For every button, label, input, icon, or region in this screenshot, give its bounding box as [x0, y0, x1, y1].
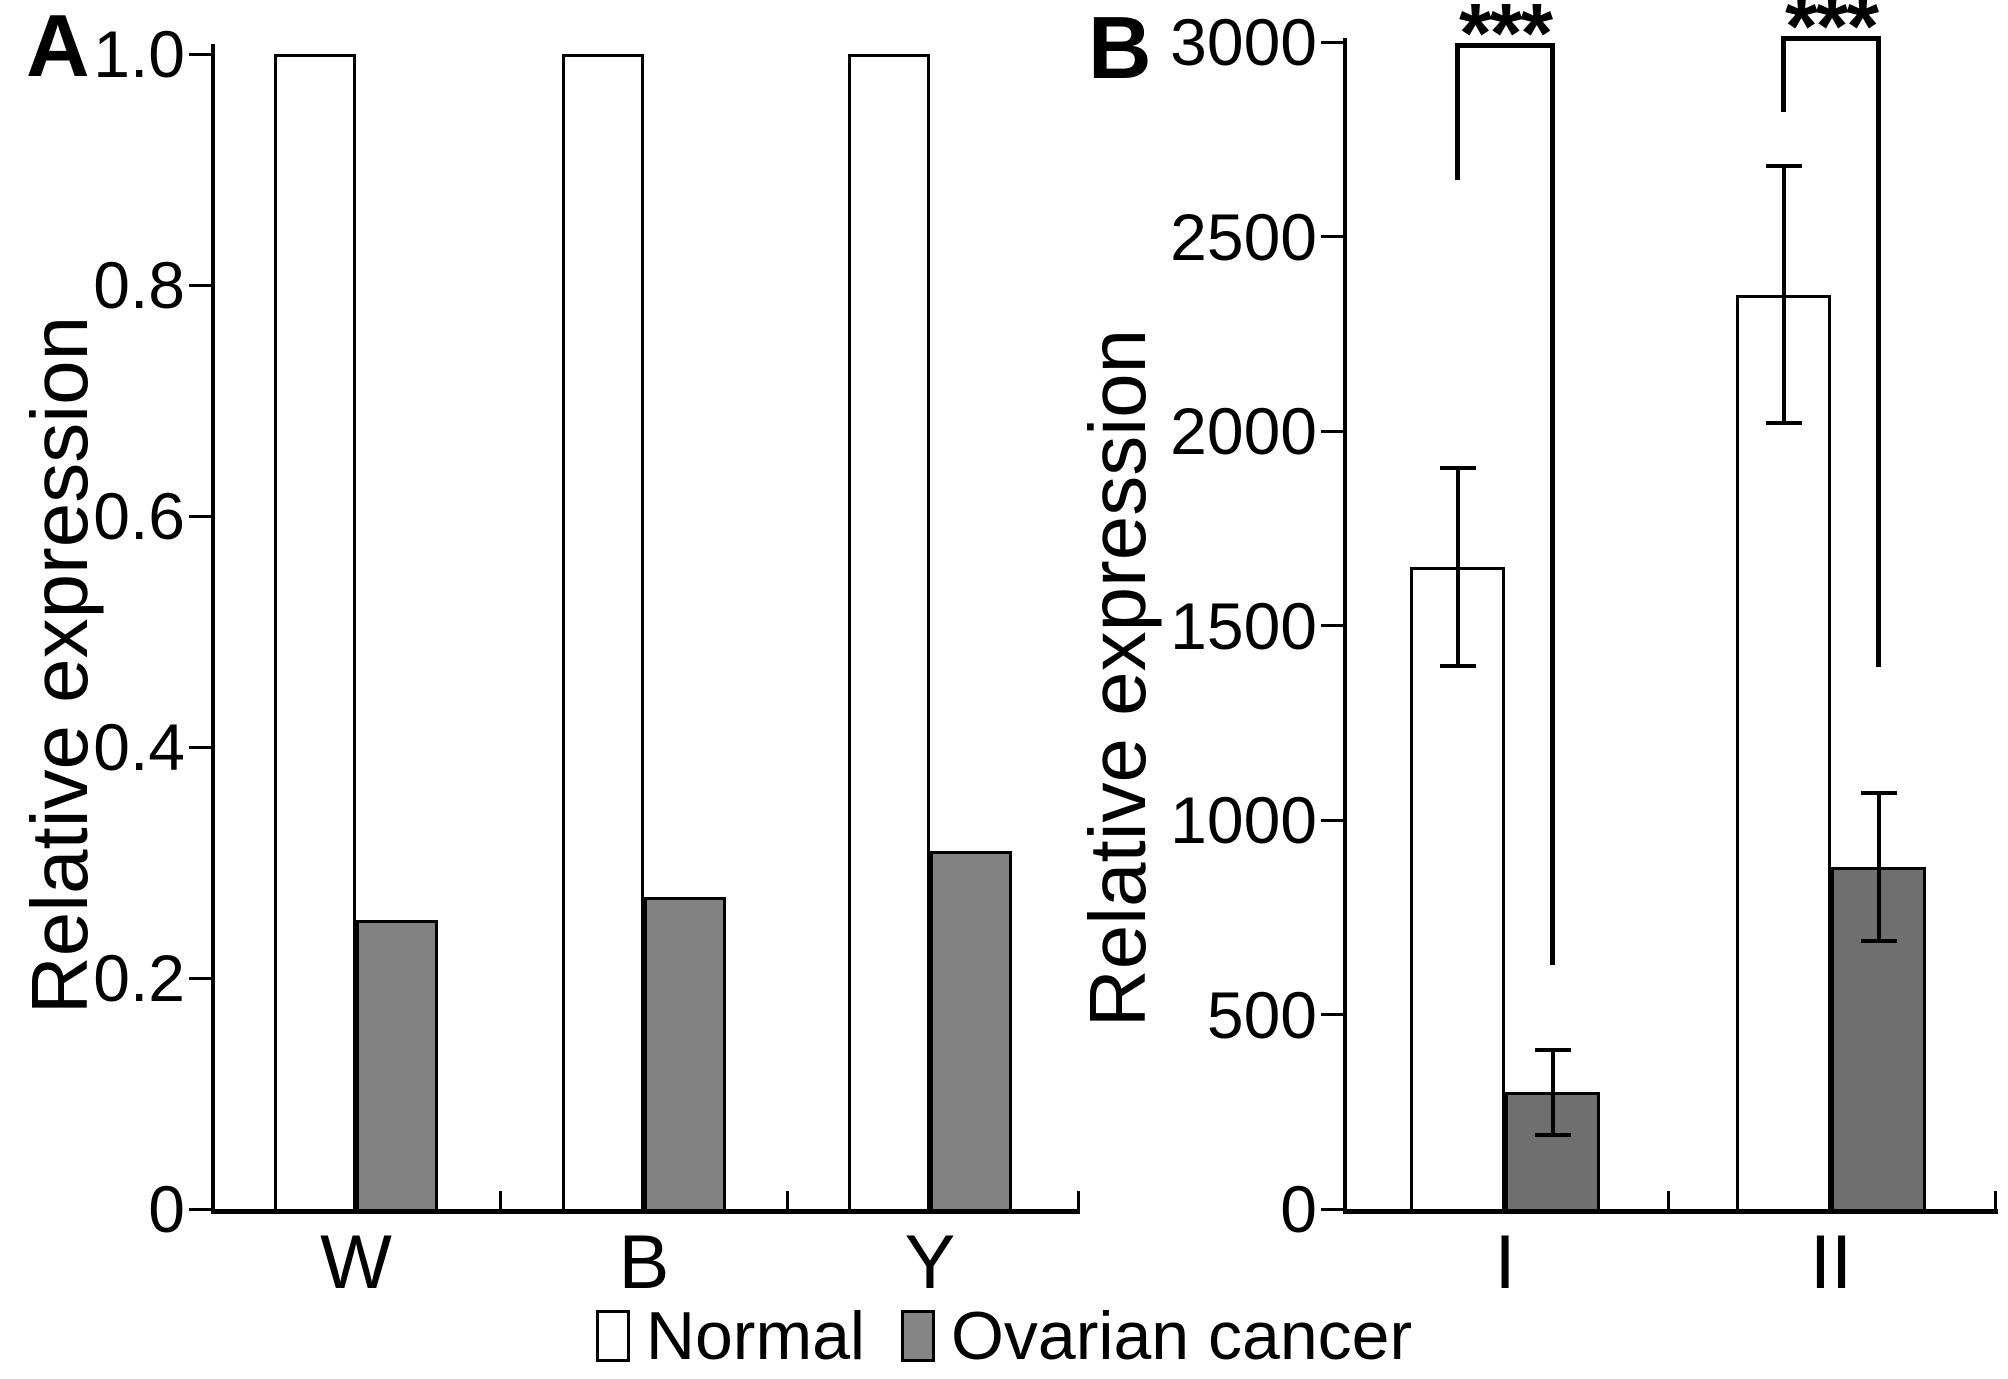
error-bar-cap-top [1765, 164, 1802, 169]
y-tick-label: 500 [1206, 977, 1317, 1052]
bar-normal-W [274, 54, 356, 1212]
x-axis-tick [498, 1191, 502, 1209]
x-axis-tick [1993, 1191, 1997, 1209]
bar-normal-Y [848, 54, 930, 1212]
significance-stars: *** [1458, 0, 1553, 80]
y-tick [189, 283, 211, 287]
legend-swatch-normal [595, 1310, 630, 1362]
bar-normal-I [1410, 567, 1505, 1212]
y-tick [1321, 624, 1343, 627]
error-bar-cap-bottom [1765, 421, 1802, 426]
x-category-label: B [618, 1220, 670, 1305]
bar-cancer-B [644, 897, 726, 1212]
y-tick-label: 0.2 [93, 941, 185, 1015]
y-tick [189, 745, 211, 749]
error-bar-cap-top [1860, 790, 1897, 795]
error-bar-line [1876, 792, 1881, 941]
y-tick [189, 52, 211, 56]
y-tick-label: 0 [1280, 1172, 1317, 1246]
legend-label-ovarian-cancer: Ovarian cancer [951, 1298, 1413, 1374]
y-tick-label: 2500 [1170, 199, 1317, 274]
significance-bracket-right-leg [1876, 36, 1881, 667]
legend-item-normal: Normal [595, 1298, 866, 1374]
panel-a-y-axis-title: Relative expression [15, 315, 104, 1015]
y-tick [1321, 1013, 1343, 1016]
significance-bracket-left-leg [1455, 43, 1460, 180]
error-bar-cap-bottom [1534, 1133, 1571, 1138]
x-axis-tick [1666, 1191, 1670, 1209]
legend-label-normal: Normal [645, 1298, 866, 1374]
x-axis-tick [1076, 1191, 1080, 1209]
error-bar-line [1455, 467, 1460, 667]
y-tick [1321, 429, 1343, 433]
legend-swatch-ovarian-cancer [901, 1310, 936, 1362]
y-tick-label: 1.0 [93, 17, 185, 91]
y-tick-label: 0.4 [93, 710, 185, 784]
y-axis [211, 44, 215, 1214]
y-axis [1343, 38, 1347, 1214]
y-tick-label: 0 [148, 1172, 185, 1246]
error-bar-line [1550, 1049, 1555, 1136]
significance-bracket-left-leg [1781, 36, 1786, 112]
y-tick-label: 3000 [1170, 5, 1317, 79]
y-tick [1321, 818, 1343, 822]
x-category-label: I [1494, 1220, 1516, 1305]
y-tick-label: 0.8 [93, 248, 185, 322]
x-axis [1343, 1209, 1998, 1214]
x-category-label: II [1809, 1220, 1853, 1305]
panel-b-label: B [1088, 0, 1152, 97]
bar-normal-II [1736, 294, 1831, 1212]
error-bar-line [1781, 166, 1786, 424]
x-category-label: Y [904, 1220, 956, 1305]
bar-cancer-Y [930, 850, 1012, 1212]
bar-cancer-I [1505, 1092, 1600, 1212]
y-tick-label: 0.6 [93, 479, 185, 553]
error-bar-cap-bottom [1860, 938, 1897, 943]
y-tick [1321, 1207, 1343, 1211]
panel-a-label: A [26, 0, 90, 95]
y-tick [189, 976, 211, 980]
y-tick [189, 1207, 211, 1211]
x-category-label: W [320, 1220, 392, 1305]
error-bar-cap-top [1534, 1047, 1571, 1052]
y-tick-label: 1000 [1170, 783, 1317, 857]
bar-cancer-W [356, 920, 438, 1212]
significance-stars: *** [1784, 0, 1879, 73]
error-bar-cap-top [1439, 465, 1476, 470]
significance-bracket-top [1455, 43, 1555, 48]
y-tick [189, 514, 211, 518]
error-bar-cap-bottom [1439, 664, 1476, 669]
x-axis-tick [785, 1191, 789, 1209]
bar-normal-B [562, 54, 644, 1212]
y-tick [1321, 40, 1343, 44]
significance-bracket-right-leg [1550, 43, 1555, 965]
y-tick-label: 1500 [1170, 588, 1317, 663]
y-tick-label: 2000 [1170, 394, 1317, 468]
legend: Normal Ovarian cancer [0, 1296, 2008, 1376]
legend-item-ovarian-cancer: Ovarian cancer [901, 1300, 1412, 1372]
y-tick [1321, 235, 1343, 238]
significance-bracket-top [1781, 36, 1881, 41]
